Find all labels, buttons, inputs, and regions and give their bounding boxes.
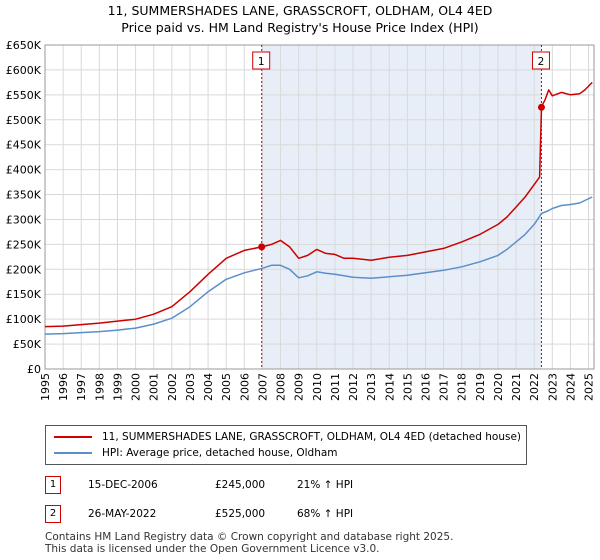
transaction-row: 1 15-DEC-2006 £245,000 21% ↑ HPI <box>45 476 525 496</box>
x-tick-label: 2019 <box>474 373 487 401</box>
x-tick-label: 2014 <box>383 373 396 401</box>
x-tick-label: 2025 <box>583 373 596 401</box>
sale-marker-label: 2 <box>538 56 545 68</box>
y-tick-label: £500K <box>6 114 42 127</box>
y-tick-label: £150K <box>6 288 42 301</box>
x-tick-label: 2000 <box>130 373 143 401</box>
legend-label-hpi: HPI: Average price, detached house, Oldh… <box>102 447 338 459</box>
x-tick-label: 2009 <box>293 373 306 401</box>
x-tick-label: 2005 <box>220 373 233 401</box>
x-tick-label: 2013 <box>365 373 378 401</box>
y-tick-label: £400K <box>6 164 42 177</box>
x-tick-label: 2004 <box>202 373 215 401</box>
footer-copyright: Contains HM Land Registry data © Crown c… <box>45 531 454 543</box>
y-tick-label: £600K <box>6 64 42 77</box>
x-tick-label: 2010 <box>311 373 324 401</box>
x-tick-label: 2011 <box>329 373 342 401</box>
plot-frame <box>44 44 595 370</box>
sale-marker-box <box>531 51 550 70</box>
ownership-period-shade <box>261 45 542 369</box>
transaction-row: 2 26-MAY-2022 £525,000 68% ↑ HPI <box>45 505 525 525</box>
transaction-price: £245,000 <box>215 479 266 491</box>
x-tick-label: 2003 <box>184 373 197 401</box>
x-tick-label: 2015 <box>401 373 414 401</box>
y-tick-label: £550K <box>6 89 42 102</box>
sale-point <box>258 243 266 251</box>
x-tick-label: 2021 <box>510 373 523 401</box>
property-series-line <box>44 81 593 328</box>
x-tick-label: 1997 <box>75 373 88 401</box>
x-tick-label: 2012 <box>347 373 360 401</box>
y-tick-label: £50K <box>13 338 42 351</box>
x-tick-label: 2017 <box>438 373 451 401</box>
y-tick-label: £0 <box>27 363 41 376</box>
property-line-swatch <box>54 436 92 438</box>
hpi-line-swatch <box>54 452 92 454</box>
x-tick-label: 2018 <box>456 373 469 401</box>
legend-item-property: 11, SUMMERSHADES LANE, GRASSCROFT, OLDHA… <box>54 431 521 443</box>
y-tick-label: £300K <box>6 213 42 226</box>
transaction-hpi: 21% ↑ HPI <box>297 479 354 491</box>
x-tick-label: 2006 <box>238 373 251 401</box>
x-tick-label: 2016 <box>419 373 432 401</box>
y-tick-label: £200K <box>6 263 42 276</box>
x-tick-label: 1996 <box>57 373 70 401</box>
transaction-price: £525,000 <box>215 508 266 520</box>
x-tick-label: 2001 <box>148 373 161 401</box>
y-tick-label: £650K <box>6 39 42 52</box>
x-tick-label: 1999 <box>111 373 124 401</box>
y-tick-label: £100K <box>6 313 42 326</box>
y-tick-label: £250K <box>6 238 42 251</box>
footer-licence: This data is licensed under the Open Gov… <box>45 543 380 555</box>
x-tick-label: 1998 <box>93 373 106 401</box>
sale-marker-label: 1 <box>258 56 265 68</box>
x-tick-label: 2022 <box>528 373 541 401</box>
chart-title: 11, SUMMERSHADES LANE, GRASSCROFT, OLDHA… <box>107 3 493 18</box>
sale-point <box>537 103 545 111</box>
x-tick-label: 2002 <box>166 373 179 401</box>
y-tick-label: £450K <box>6 139 42 152</box>
transaction-date: 15-DEC-2006 <box>88 479 158 491</box>
transaction-number: 2 <box>45 505 61 523</box>
x-tick-label: 1995 <box>39 373 52 401</box>
price-chart: £0 £50K £100K £150K £200K £250K £300K £350K £400… <box>6 39 596 401</box>
transaction-date: 26-MAY-2022 <box>88 508 157 520</box>
x-tick-label: 2007 <box>256 373 269 401</box>
sale-marker-box <box>252 51 271 70</box>
legend-item-hpi: HPI: Average price, detached house, Oldh… <box>54 447 338 459</box>
x-tick-label: 2023 <box>546 373 559 401</box>
x-tick-label: 2008 <box>275 373 288 401</box>
x-tick-label: 2024 <box>564 373 577 401</box>
transaction-hpi: 68% ↑ HPI <box>297 508 354 520</box>
legend-label-property: 11, SUMMERSHADES LANE, GRASSCROFT, OLDHA… <box>102 431 522 443</box>
hpi-series-line <box>44 196 593 335</box>
x-tick-label: 2020 <box>492 373 505 401</box>
transaction-number: 1 <box>45 476 61 494</box>
y-tick-label: £350K <box>6 189 42 202</box>
legend: 11, SUMMERSHADES LANE, GRASSCROFT, OLDHA… <box>45 425 527 465</box>
chart-subtitle: Price paid vs. HM Land Registry's House … <box>121 20 479 35</box>
